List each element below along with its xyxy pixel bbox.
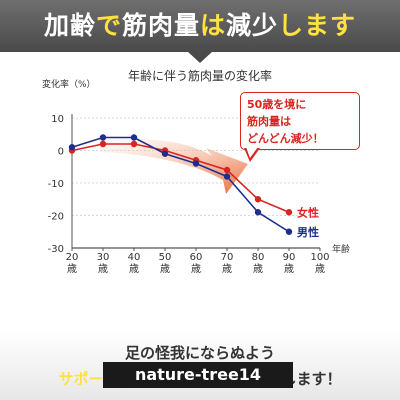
x-tick-label: 40 歳 [128, 252, 141, 275]
chart-title: 年齢に伴う筋肉量の変化率 [128, 68, 272, 83]
x-tick-label-line: 歳 [315, 263, 325, 275]
banner-title-part: で [95, 11, 122, 40]
data-point [254, 196, 262, 203]
y-tick-label: -10 [48, 179, 64, 190]
x-tick-label: 90 歳 [283, 252, 296, 275]
footer-line-1: 足の怪我にならぬよう [124, 344, 275, 362]
y-axis-label: 変化率（%） [42, 78, 96, 90]
banner-title: 加齢で筋肉量は減少します [0, 6, 400, 42]
x-tick-label: 20 歳 [66, 252, 79, 275]
x-tick-label-line: 歳 [67, 263, 77, 275]
data-point [99, 134, 107, 141]
data-point [130, 134, 138, 141]
x-tick-label-line: 80 [252, 252, 265, 263]
callout-tail-fill [246, 147, 258, 158]
x-tick-label-line: 100 [310, 252, 329, 263]
series-line [71, 136, 290, 233]
x-tick-label-line: 20 [66, 252, 79, 263]
header-banner: 加齢で筋肉量は減少します [0, 0, 400, 52]
y-tick-label: -20 [48, 212, 64, 223]
decline-arrow [100, 138, 248, 194]
series-line [71, 143, 290, 213]
x-tick-label-line: 歳 [129, 263, 139, 275]
y-tick-labels: 10 0 -10 -20 -30 [48, 114, 64, 255]
data-point [223, 173, 231, 180]
callout-line: 筋肉量は [247, 115, 291, 128]
x-tick-label-line: 40 [128, 252, 141, 263]
data-point [223, 166, 231, 174]
x-tick-label-line: 歳 [160, 263, 170, 275]
y-tick-label: 10 [51, 114, 64, 125]
x-tick-label: 60 歳 [190, 252, 203, 275]
series-label: 女性 [297, 205, 319, 219]
banner-title-part: します [278, 11, 357, 40]
x-tick-label-line: 30 [97, 252, 110, 263]
callout-box: 50歳を境に 筋肉量は どんどん減少！ [240, 92, 360, 150]
x-tick-label-line: 90 [283, 252, 296, 263]
data-point [254, 209, 262, 216]
x-tick-label: 50 歳 [159, 252, 172, 275]
x-tick-label: 70 歳 [221, 252, 234, 275]
x-tick-label-line: 歳 [98, 263, 108, 275]
y-tick-label: 0 [58, 147, 64, 158]
x-axis-label: 年齢 [332, 243, 350, 255]
watermark-label: nature-tree14 [103, 362, 293, 388]
data-point [68, 144, 76, 151]
banner-title-part: 減少 [226, 11, 279, 40]
x-tick-label-line: 歳 [191, 263, 201, 275]
banner-title-part: 筋肉量 [121, 11, 200, 40]
data-point [130, 140, 138, 148]
series-label: 男性 [297, 225, 319, 239]
x-tick-label-line: 歳 [222, 263, 232, 275]
x-tick-label-line: 60 [190, 252, 203, 263]
callout-line: 50歳を境に [247, 98, 307, 111]
x-tick-label: 30 歳 [97, 252, 110, 275]
x-tick-label-line: 歳 [253, 263, 263, 275]
data-point [192, 160, 200, 167]
callout-line: どんどん減少！ [247, 132, 324, 145]
data-point [285, 228, 293, 235]
banner-title-part: は [200, 11, 227, 40]
x-tick-label-line: 70 [221, 252, 234, 263]
x-tick-label-line: 50 [159, 252, 172, 263]
y-tick-label: -30 [48, 244, 64, 255]
x-tick-label: 80 歳 [252, 252, 265, 275]
data-point [161, 150, 169, 157]
data-point [285, 209, 293, 216]
banner-title-part: 加齢 [43, 11, 96, 40]
data-point [99, 140, 107, 148]
banner-pointer [187, 51, 213, 63]
x-tick-label: 100 歳 [310, 252, 329, 275]
x-tick-label-line: 歳 [284, 263, 294, 275]
